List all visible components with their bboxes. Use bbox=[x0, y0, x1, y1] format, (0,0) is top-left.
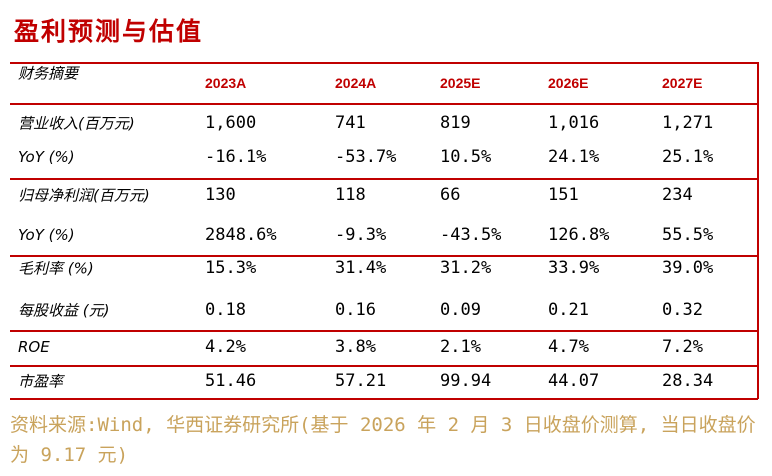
title: 盈利预测与估值 bbox=[14, 17, 204, 46]
table-cell: 0.09 bbox=[440, 300, 481, 320]
rule bbox=[10, 62, 758, 64]
table-cell: 1,016 bbox=[548, 113, 600, 133]
table-cell: 4.7% bbox=[548, 337, 589, 357]
source-note: 资料来源:Wind, 华西证券研究所(基于 2026 年 2 月 3 日收盘价测… bbox=[10, 414, 756, 466]
table-cell: 66 bbox=[440, 185, 461, 205]
column-header: 2026E bbox=[548, 75, 589, 91]
table-cell: 24.1% bbox=[548, 147, 600, 167]
table-cell: 33.9% bbox=[548, 258, 600, 278]
table-cell: 99.94 bbox=[440, 371, 492, 391]
table-cell: 1,271 bbox=[662, 113, 714, 133]
table-cell: 741 bbox=[335, 113, 366, 133]
row-label: 毛利率 (%) bbox=[18, 259, 94, 278]
table-cell: 39.0% bbox=[662, 258, 714, 278]
table-cell: 1,600 bbox=[205, 113, 257, 133]
table-cell: 31.4% bbox=[335, 258, 387, 278]
table-cell: -16.1% bbox=[205, 147, 267, 167]
rule bbox=[10, 103, 758, 105]
table-cell: 126.8% bbox=[548, 225, 610, 245]
column-header: 2025E bbox=[440, 75, 481, 91]
table-cell: 118 bbox=[335, 185, 366, 205]
column-header: 2023A bbox=[205, 75, 247, 91]
table-cell: 15.3% bbox=[205, 258, 257, 278]
table-cell: 31.2% bbox=[440, 258, 492, 278]
column-header: 2027E bbox=[662, 75, 703, 91]
column-header: 2024A bbox=[335, 75, 377, 91]
row-label: YoY (%) bbox=[18, 148, 75, 166]
table-cell: 0.21 bbox=[548, 300, 589, 320]
table-cell: 10.5% bbox=[440, 147, 492, 167]
rule bbox=[10, 398, 758, 400]
table-cell: 2.1% bbox=[440, 337, 481, 357]
row-label: YoY (%) bbox=[18, 226, 75, 244]
table-cell: 57.21 bbox=[335, 371, 387, 391]
rule bbox=[10, 330, 758, 332]
table-cell: 28.34 bbox=[662, 371, 714, 391]
table-cell: 0.18 bbox=[205, 300, 246, 320]
table-cell: -43.5% bbox=[440, 225, 502, 245]
table-cell: -9.3% bbox=[335, 225, 387, 245]
row-label: 市盈率 bbox=[18, 372, 64, 391]
table-cell: 0.32 bbox=[662, 300, 703, 320]
table-cell: 51.46 bbox=[205, 371, 257, 391]
table-cell: -53.7% bbox=[335, 147, 397, 167]
header-label: 财务摘要 bbox=[18, 64, 79, 83]
table-cell: 2848.6% bbox=[205, 225, 277, 245]
table-cell: 234 bbox=[662, 185, 693, 205]
row-label: ROE bbox=[18, 338, 50, 356]
rule bbox=[10, 178, 758, 180]
table-cell: 3.8% bbox=[335, 337, 376, 357]
row-label: 每股收益 (元) bbox=[18, 301, 110, 320]
table-cell: 819 bbox=[440, 113, 471, 133]
rule bbox=[10, 365, 758, 367]
table-cell: 130 bbox=[205, 185, 236, 205]
table-cell: 7.2% bbox=[662, 337, 703, 357]
row-label: 营业收入(百万元) bbox=[18, 114, 135, 133]
row-label: 归母净利润(百万元) bbox=[18, 186, 150, 205]
table-cell: 25.1% bbox=[662, 147, 714, 167]
table-cell: 0.16 bbox=[335, 300, 376, 320]
table-cell: 55.5% bbox=[662, 225, 714, 245]
table-cell: 151 bbox=[548, 185, 579, 205]
rule bbox=[10, 255, 758, 257]
table-cell: 4.2% bbox=[205, 337, 246, 357]
table-border bbox=[757, 62, 759, 399]
table-cell: 44.07 bbox=[548, 371, 600, 391]
